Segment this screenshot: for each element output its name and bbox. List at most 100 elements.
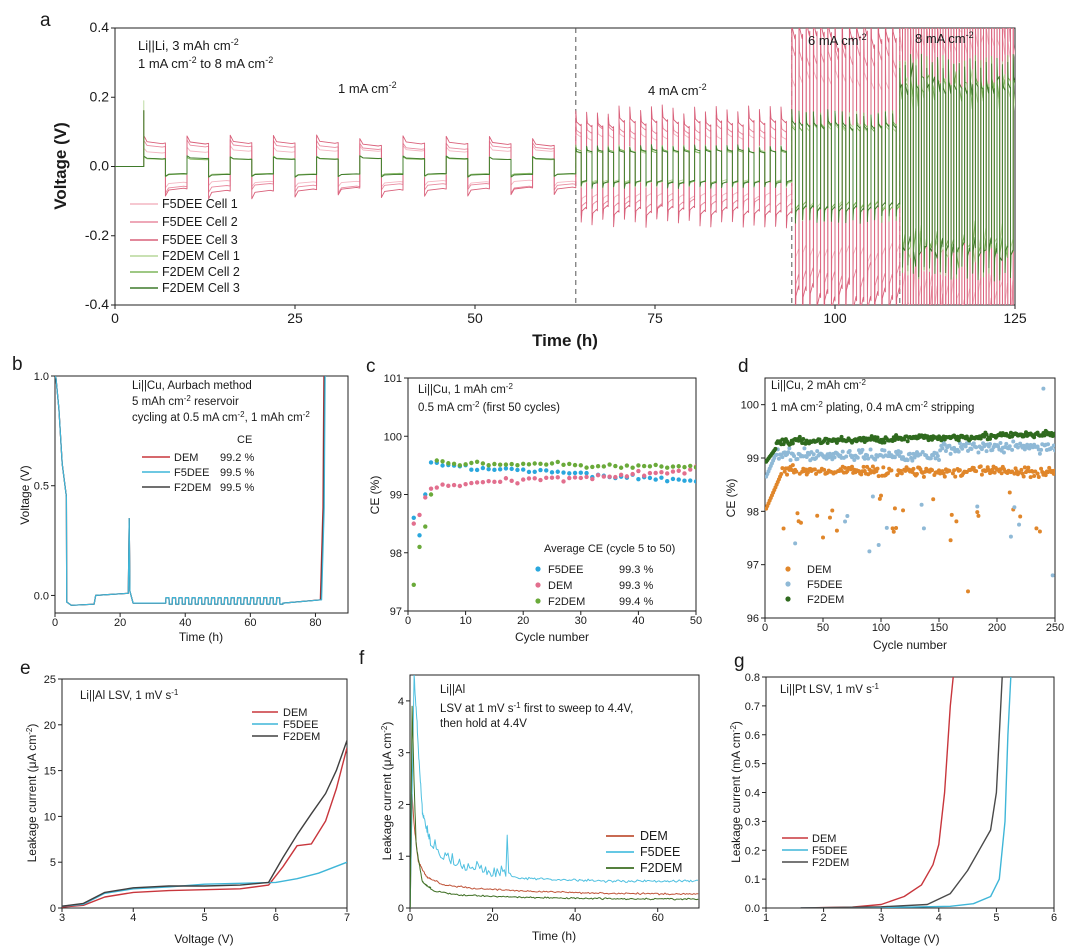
panel-c-legend-f5dee: F5DEE xyxy=(548,564,583,576)
xtick-label: 5 xyxy=(201,912,207,924)
xtick-label: 80 xyxy=(309,617,321,629)
scatter-point-dem xyxy=(921,474,926,479)
scatter-point-f2dem xyxy=(474,459,480,465)
scatter-point-f5dee xyxy=(971,441,976,446)
panel-b-legend-dem-ce: 99.2 % xyxy=(220,452,254,464)
scatter-point-f5dee xyxy=(788,458,793,463)
xtick-label: 40 xyxy=(569,912,581,924)
scatter-point-f2dem xyxy=(790,441,795,446)
panel-f-ylabel: Leakage current (μA cm-2) xyxy=(380,722,394,861)
panel-d-legend-dot-f2dem xyxy=(785,596,791,602)
scatter-point-f5dee xyxy=(867,549,872,554)
scatter-point-f5dee xyxy=(988,441,993,446)
scatter-point-f2dem xyxy=(417,544,422,550)
xtick-label: 20 xyxy=(114,617,126,629)
ytick-label: 10 xyxy=(44,811,56,823)
panel-b-legend-header: CE xyxy=(237,434,252,446)
scatter-point-dem xyxy=(830,508,835,513)
ytick-label: 97 xyxy=(390,606,402,618)
scatter-point-f5dee xyxy=(827,451,832,456)
scatter-point-dem xyxy=(894,526,899,531)
series-line-f2dem xyxy=(62,740,347,907)
scatter-point-f2dem xyxy=(578,463,583,468)
scatter-point-f5dee xyxy=(868,447,873,452)
scatter-point-f5dee xyxy=(1001,450,1006,455)
ytick-label: 97 xyxy=(747,560,759,572)
scatter-point-dem xyxy=(843,465,848,470)
scatter-point-f2dem xyxy=(526,462,532,467)
scatter-point-dem xyxy=(670,469,676,474)
scatter-point-dem xyxy=(861,464,866,469)
scatter-point-f5dee xyxy=(792,454,796,459)
scatter-point-f5dee xyxy=(780,455,785,460)
scatter-point-dem xyxy=(1012,471,1017,476)
xtick-label: 3 xyxy=(878,912,884,924)
scatter-point-dem xyxy=(805,470,810,475)
ytick-label: 0 xyxy=(398,903,404,915)
xtick-label: 50 xyxy=(467,310,483,326)
scatter-point-dem xyxy=(521,477,526,482)
scatter-point-dem xyxy=(659,469,664,475)
scatter-point-dem xyxy=(865,464,870,469)
scatter-point-f5dee xyxy=(1046,442,1051,447)
scatter-point-f5dee xyxy=(549,470,555,475)
scatter-point-dem xyxy=(1039,466,1044,471)
xtick-label: 20 xyxy=(486,912,498,924)
scatter-point-dem xyxy=(578,475,583,481)
scatter-point-f5dee xyxy=(1039,447,1044,452)
scatter-point-f2dem xyxy=(636,463,641,468)
scatter-point-dem xyxy=(567,475,572,481)
scatter-point-dem xyxy=(1019,467,1024,472)
scatter-point-dem xyxy=(486,478,491,484)
scatter-point-f2dem xyxy=(469,460,474,466)
scatter-point-f2dem xyxy=(446,461,451,466)
scatter-point-f5dee xyxy=(521,467,526,472)
scatter-point-dem xyxy=(572,475,578,480)
scatter-point-f5dee xyxy=(974,445,979,450)
scatter-point-dem xyxy=(417,512,422,518)
panel-f-legend-dem: DEM xyxy=(640,829,668,843)
panel-c-legend-dot-f2dem xyxy=(535,598,541,604)
scatter-point-f5dee xyxy=(998,441,1003,446)
panel-g-ylabel: Leakage current (mA cm-2) xyxy=(729,721,743,863)
scatter-point-f2dem xyxy=(463,462,468,467)
scatter-point-f5dee xyxy=(811,452,816,457)
ytick-label: 96 xyxy=(747,613,759,625)
panel-a-label-6ma: 6 mA cm-2 xyxy=(808,32,867,48)
panel-e: e 3 4 5 6 7 0 5 10 15 20 25 Voltage (V) Leakage cu… xyxy=(20,658,350,946)
panel-a-label-8ma: 8 mA cm-2 xyxy=(915,30,974,46)
panel-a-label-4ma: 4 mA cm-2 xyxy=(648,82,707,98)
scatter-point-dem xyxy=(976,513,981,518)
scatter-point-dem xyxy=(688,467,693,472)
xtick-label: 40 xyxy=(179,617,191,629)
scatter-point-dem xyxy=(795,511,800,516)
scatter-point-f2dem xyxy=(984,432,989,437)
panel-b-plot-area xyxy=(55,376,326,606)
scatter-point-dem xyxy=(590,476,595,482)
panel-f: f 0 20 40 60 0 1 2 3 4 Time (h) Leakage current … xyxy=(359,648,700,943)
scatter-point-f5dee xyxy=(688,478,693,483)
scatter-point-dem xyxy=(451,482,457,488)
scatter-point-f2dem xyxy=(497,462,503,467)
xtick-label: 40 xyxy=(632,615,644,627)
panel-f-xlabel: Time (h) xyxy=(532,929,576,943)
scatter-point-f5dee xyxy=(526,469,532,475)
scatter-point-f5dee xyxy=(956,449,961,454)
scatter-point-f2dem xyxy=(659,464,664,469)
scatter-point-dem xyxy=(1035,471,1040,476)
panel-d-legend-dem: DEM xyxy=(807,564,831,576)
scatter-point-f2dem xyxy=(797,434,802,439)
scatter-point-f2dem xyxy=(1032,435,1037,440)
scatter-point-dem xyxy=(885,471,890,476)
scatter-point-f2dem xyxy=(618,465,624,470)
ytick-label: 0.5 xyxy=(34,481,49,493)
xtick-label: 20 xyxy=(517,615,529,627)
scatter-point-f2dem xyxy=(521,461,526,467)
series-line-f2dem-cell2 xyxy=(115,54,1015,280)
scatter-point-dem xyxy=(1051,471,1055,476)
scatter-point-dem xyxy=(474,480,480,485)
scatter-point-f5dee xyxy=(1008,534,1013,539)
scatter-point-f5dee xyxy=(855,455,860,460)
scatter-point-f5dee xyxy=(544,468,549,473)
scatter-point-f2dem xyxy=(595,464,601,469)
